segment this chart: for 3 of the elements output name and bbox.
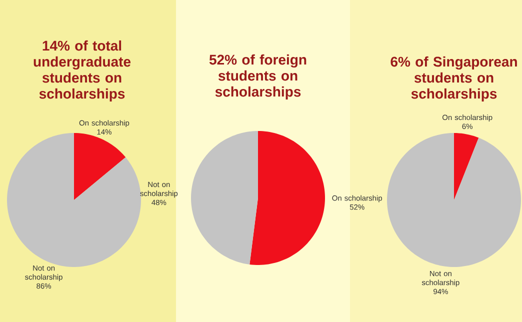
chart-title: 52% of foreign students on scholarships [209, 54, 306, 100]
chart-title: 6% of Singaporean students on scholarships [390, 56, 517, 102]
chart-title: 14% of total undergraduate students on scholarships [34, 40, 131, 102]
